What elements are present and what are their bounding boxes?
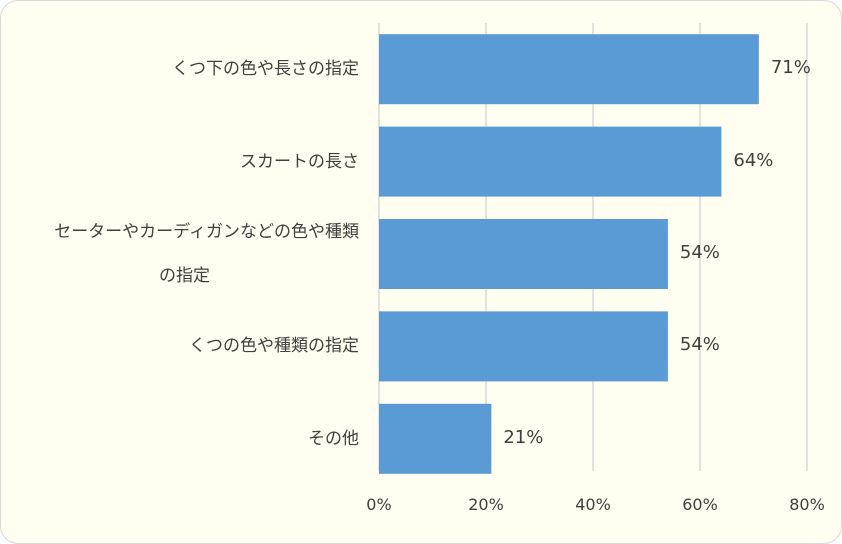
x-tick-label: 80%: [789, 495, 825, 514]
category-label: その他: [308, 428, 359, 449]
x-tick-label: 0%: [366, 495, 392, 514]
category-label: くつの色や種類の指定: [189, 336, 359, 357]
bar: [379, 311, 668, 382]
bar: [379, 34, 759, 105]
bar: [379, 219, 668, 289]
bar-value-label: 54%: [679, 242, 720, 263]
x-tick-label: 20%: [468, 495, 504, 514]
category-label: の指定: [159, 266, 210, 286]
bar-value-label: 21%: [503, 426, 544, 448]
x-tick-label: 40%: [575, 495, 611, 514]
category-label: セーターやカーディガンなどの色や種類: [54, 222, 359, 242]
category-label: スカートの長さ: [240, 151, 359, 172]
bar-value-label: 71%: [770, 57, 811, 79]
bar-value-label: 54%: [679, 334, 720, 356]
category-label: くつ下の色や長さの指定: [172, 59, 359, 80]
x-tick-label: 60%: [682, 495, 718, 514]
bar: [379, 126, 722, 197]
bar: [379, 403, 492, 474]
bar-value-label: 64%: [733, 149, 774, 171]
